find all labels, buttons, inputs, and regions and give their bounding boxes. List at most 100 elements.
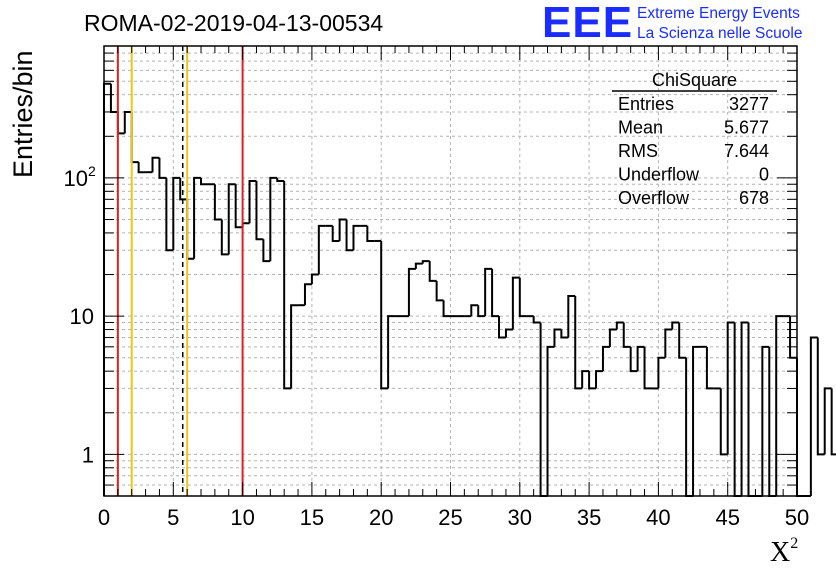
- histogram-bin: [193, 176, 202, 259]
- y-tick-label-exponent: 2: [88, 163, 96, 179]
- histogram-bin: [518, 277, 527, 318]
- histogram-bin: [331, 225, 340, 242]
- histogram-bin: [685, 357, 694, 497]
- histogram-bin: [123, 110, 132, 134]
- histogram-bin: [643, 346, 652, 390]
- x-tick-label: 35: [577, 505, 601, 530]
- histogram-bin: [581, 370, 590, 389]
- x-tick-label: 25: [438, 505, 462, 530]
- histogram-bin: [366, 225, 375, 242]
- histogram-bin: [726, 321, 735, 455]
- histogram-bin: [768, 346, 777, 497]
- histogram-bin: [671, 321, 680, 330]
- histogram-bin: [553, 328, 562, 347]
- histogram-bin: [200, 177, 208, 186]
- histogram-bin: [130, 111, 139, 164]
- histogram-bin: [345, 219, 354, 252]
- histogram-bin: [588, 371, 597, 390]
- histogram-bin: [109, 83, 118, 113]
- logo-caption-line2: La Scienza nelle Scuole: [637, 25, 803, 42]
- chart-title: ROMA-02-2019-04-13-00534: [84, 10, 384, 36]
- histogram-bin: [692, 345, 700, 496]
- histogram-bin: [428, 261, 437, 282]
- y-tick-label: 1: [82, 442, 94, 467]
- histogram-bin: [220, 219, 229, 256]
- histogram-bin: [664, 328, 673, 358]
- histogram-bin: [747, 322, 756, 497]
- x-tick-label: 5: [167, 505, 179, 530]
- stats-row-label: Underflow: [618, 165, 700, 185]
- histogram-bin: [380, 240, 389, 390]
- stats-row-label: Overflow: [618, 188, 690, 208]
- stats-box-title: ChiSquare: [652, 70, 737, 90]
- histogram-bin: [560, 329, 569, 339]
- histogram-bin: [484, 267, 493, 317]
- y-axis-label: Entries/bin: [8, 50, 38, 178]
- histogram-bin: [511, 276, 520, 330]
- histogram-bin: [498, 316, 506, 339]
- y-tick-label: 10: [64, 166, 88, 191]
- histogram-bin: [719, 388, 728, 456]
- histogram-bin: [470, 304, 479, 317]
- histogram-bin: [317, 224, 326, 275]
- histogram-bin: [165, 177, 174, 252]
- histogram-bin: [816, 337, 825, 456]
- histogram-bin: [546, 345, 555, 496]
- histogram-bin: [338, 218, 347, 241]
- histogram-bin: [442, 300, 451, 318]
- histogram-bin: [796, 357, 804, 497]
- x-tick-label: 30: [508, 505, 532, 530]
- histogram-bin: [574, 295, 583, 390]
- histogram-bin: [310, 273, 319, 285]
- histogram-bin: [179, 177, 188, 201]
- histogram-bin: [283, 180, 292, 390]
- stats-row-value: 678: [739, 188, 769, 208]
- histogram-bin: [809, 336, 818, 496]
- histogram-bin: [622, 322, 631, 348]
- y-tick-label: 10: [70, 304, 94, 329]
- stats-row-label: Entries: [618, 94, 674, 114]
- x-tick-label: 10: [230, 505, 254, 530]
- histogram-bin: [103, 82, 111, 496]
- histogram-bin: [352, 224, 361, 251]
- histogram-bin: [539, 322, 548, 497]
- stats-row-value: 7.644: [724, 141, 769, 161]
- stats-row-label: Mean: [618, 118, 663, 138]
- histogram-bin: [761, 345, 770, 496]
- histogram-bin: [151, 156, 160, 173]
- stats-row-value: 0: [759, 165, 769, 185]
- histogram-bin: [504, 328, 513, 338]
- x-tick-label: 15: [300, 505, 324, 530]
- histogram-bin: [477, 305, 486, 318]
- histogram-bin: [775, 315, 784, 496]
- histogram-bin: [255, 180, 264, 241]
- histogram-bin: [733, 322, 742, 497]
- x-tick-label: 0: [98, 505, 110, 530]
- logo-caption-line1: Extreme Energy Events: [637, 5, 800, 22]
- histogram-bin: [290, 304, 299, 389]
- histogram-bin: [705, 346, 714, 390]
- histogram-bin: [678, 322, 687, 359]
- stats-row-value: 5.677: [724, 118, 769, 138]
- histogram-bin: [276, 177, 285, 182]
- histogram-bin: [608, 328, 617, 347]
- histogram-bin: [269, 176, 278, 262]
- histogram-bin: [213, 184, 222, 221]
- histogram-bin: [414, 262, 423, 269]
- histogram-bin: [435, 280, 444, 302]
- histogram-bin: [303, 283, 312, 306]
- histogram-bin: [262, 239, 271, 263]
- histogram-bin: [740, 321, 749, 496]
- histogram-bin: [387, 315, 396, 389]
- eee-logo: EEE: [542, 0, 634, 47]
- x-axis-label: X2: [770, 535, 799, 568]
- histogram-bin: [158, 157, 167, 179]
- histogram-bin: [227, 183, 236, 255]
- histogram-bin: [421, 260, 430, 264]
- stats-row-value: 3277: [729, 94, 769, 114]
- histogram-bin: [601, 345, 610, 372]
- histogram-bin: [532, 316, 541, 324]
- x-tick-label: 50: [785, 505, 809, 530]
- x-tick-label: 45: [715, 505, 739, 530]
